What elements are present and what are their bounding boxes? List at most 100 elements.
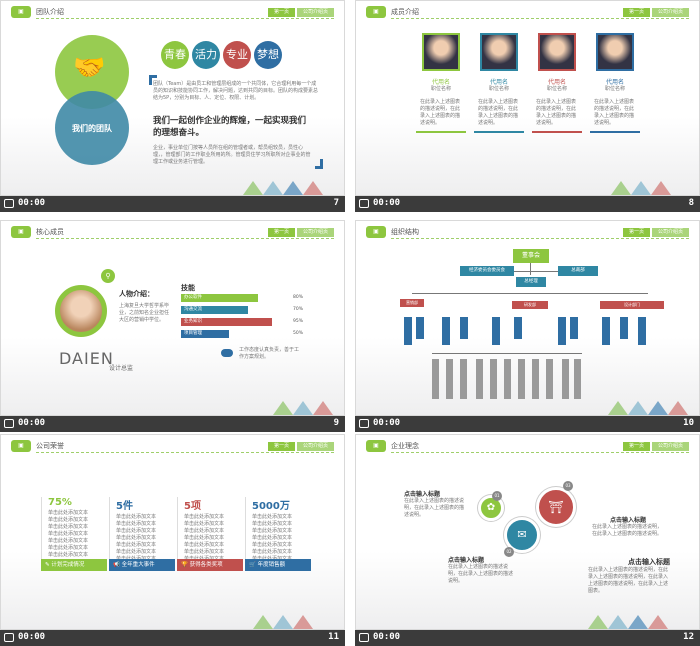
cloud-icon <box>221 349 233 357</box>
member-underline <box>590 131 640 133</box>
point-3-title: 点击输入标题 <box>448 557 485 564</box>
org-subunit <box>432 359 439 399</box>
slide-7[interactable]: ▣ 团队介绍 第一页 公司介绍页 🤝 我们的团队 青春 活力 专业 梦想 团队（Te… <box>0 0 345 212</box>
member-text: 在此录入上述图表的描述说明，在此录入上述图表的描述说明。 <box>478 99 519 126</box>
slide-10[interactable]: ▣ 组织结构 第一页 公司介绍页 董事会 经济委员会委员会 总裁部 总经理 营销部 … <box>355 220 700 432</box>
slide-title: 公司荣誉 <box>36 442 64 450</box>
org-subunit <box>546 359 553 399</box>
tab-company[interactable]: 公司介绍页 <box>651 228 689 237</box>
stat-line: 单击此处添加文本 <box>252 514 293 520</box>
sound-icon <box>4 419 14 428</box>
org-unit <box>602 317 610 345</box>
skill-percent: 50% <box>293 331 304 336</box>
org-chairman: 董事会 <box>513 249 549 263</box>
stat-line: 单击此处添加文本 <box>184 514 225 520</box>
skill-bar: 业务知识 <box>181 318 272 326</box>
team-desc: 企业，事业单位门按等人员所在组的管理者或，帮员组较员，员性心理，，管理部门的工作… <box>153 145 311 165</box>
tab-first[interactable]: 第一页 <box>622 442 650 451</box>
slide-number: 7 <box>333 198 339 208</box>
stat-button[interactable]: 🛒 年度销售额 <box>245 559 311 571</box>
skill-bar: 办公软件 <box>181 294 258 302</box>
tab-first[interactable]: 第一页 <box>622 228 650 237</box>
stat-button[interactable]: ✎ 计划完成情况 <box>41 559 107 571</box>
stat-line: 单击此处添加文本 <box>48 510 89 516</box>
slide-number: 8 <box>688 198 694 208</box>
logo-icon: ▣ <box>11 6 31 18</box>
slide-title: 团队介绍 <box>36 8 64 16</box>
stat-column: 5项 单击此处添加文本 单击此处添加文本 单击此处添加文本 单击此处添加文本 单击此处添… <box>177 497 239 563</box>
logo-icon: ▣ <box>366 440 386 452</box>
stat-button[interactable]: 📢 全年重大事件 <box>109 559 175 571</box>
org-subunit <box>460 359 467 399</box>
tab-company[interactable]: 公司介绍页 <box>651 8 689 17</box>
member-position: 设计总监 <box>109 365 134 372</box>
sound-icon <box>359 633 369 642</box>
tab-company[interactable]: 公司介绍页 <box>651 442 689 451</box>
stat-line: 单击此处添加文本 <box>252 549 293 555</box>
tag-professional: 专业 <box>223 41 251 69</box>
stat-line: 单击此处添加文本 <box>116 514 157 520</box>
stat-label: 年度销售额 <box>257 562 286 568</box>
tab-first[interactable]: 第一页 <box>267 228 295 237</box>
sound-icon <box>359 419 369 428</box>
org-subunit <box>504 359 511 399</box>
point-4-text: 在此录入上述图表的描述说明，在此录入上述图表的描述说明，在此录入上述图表的描述说… <box>588 567 669 594</box>
stat-line: 单击此处添加文本 <box>184 549 225 555</box>
member-photo <box>480 33 518 71</box>
timer: 00:00 <box>18 198 46 208</box>
member-photo <box>596 33 634 71</box>
member-name: 代用名 <box>489 79 508 86</box>
member-underline <box>532 131 582 133</box>
member-role: 职位名称 <box>546 86 567 92</box>
tab-first[interactable]: 第一页 <box>267 8 295 17</box>
member-underline <box>416 131 466 133</box>
cart-icon: 🛒 <box>249 562 256 568</box>
member-underline <box>474 131 524 133</box>
tab-company[interactable]: 公司介绍页 <box>296 8 334 17</box>
sound-icon <box>4 199 14 208</box>
member-text: 在此录入上述图表的描述说明，在此录入上述图表的描述说明。 <box>536 99 577 126</box>
stat-label: 计划完成情况 <box>51 562 85 568</box>
member-note: 工作态度认真负责，善于工作方案规划。 <box>239 347 300 360</box>
member-name: DAIEN <box>59 349 114 368</box>
member-name: 代用名 <box>605 79 624 86</box>
slide-12[interactable]: ▣ 企业理念 第一页 公司介绍页 ✿ ⛩ ✉ 01 02 03 点击输入标题 在此录… <box>355 434 700 646</box>
stat-line: 单击此处添加文本 <box>116 549 157 555</box>
org-unit <box>570 317 578 339</box>
tab-first[interactable]: 第一页 <box>267 442 295 451</box>
member-photo <box>538 33 576 71</box>
handshake-icon: 🤝 <box>73 53 106 83</box>
stat-line: 单击此处添加文本 <box>48 517 89 523</box>
team-circle-label: 我们的团队 <box>72 124 112 133</box>
org-rnd: 研发部 <box>512 301 548 309</box>
member-photo <box>422 33 460 71</box>
badge-03: 03 <box>563 481 573 491</box>
slide-title: 企业理念 <box>391 442 419 450</box>
sound-icon <box>359 199 369 208</box>
tab-company[interactable]: 公司介绍页 <box>296 228 334 237</box>
stat-line: 单击此处添加文本 <box>252 535 293 541</box>
slide-9[interactable]: ▣ 核心成员 第一页 公司介绍页 ⚲ 人物介绍： 上海复旦大学哲学系毕业，之前知名企… <box>0 220 345 432</box>
stat-line: 单击此处添加文本 <box>116 542 157 548</box>
stat-line: 单击此处添加文本 <box>184 528 225 534</box>
tab-company[interactable]: 公司介绍页 <box>296 442 334 451</box>
tag-youth: 青春 <box>161 41 189 69</box>
skill-bar: 沟通交流 <box>181 306 248 314</box>
org-subunit <box>518 359 525 399</box>
megaphone-icon: 📢 <box>113 562 120 568</box>
logo-icon: ▣ <box>366 226 386 238</box>
stat-line: 单击此处添加文本 <box>116 535 157 541</box>
member-name: 代用名 <box>547 79 566 86</box>
logo-icon: ▣ <box>366 6 386 18</box>
team-slogan: 我们一起创作企业的辉煌，一起实现我们的理想奋斗。 <box>153 116 307 138</box>
point-1-title: 点击输入标题 <box>404 491 441 498</box>
slide-11[interactable]: ▣ 公司荣誉 第一页 公司介绍页 75% 单击此处添加文本 单击此处添加文本 单击此处添… <box>0 434 345 646</box>
stat-line: 单击此处添加文本 <box>48 531 89 537</box>
stat-line: 单击此处添加文本 <box>116 528 157 534</box>
org-unit <box>404 317 412 345</box>
tag-dream: 梦想 <box>254 41 282 69</box>
slide-8[interactable]: ▣ 成员介绍 第一页 公司介绍页 代用名 职位名称 在此录入上述图表的描述说明，在此… <box>355 0 700 212</box>
skill-title: 技能 <box>181 284 195 292</box>
tab-first[interactable]: 第一页 <box>622 8 650 17</box>
stat-button[interactable]: 🏆 获得各类奖项 <box>177 559 243 571</box>
